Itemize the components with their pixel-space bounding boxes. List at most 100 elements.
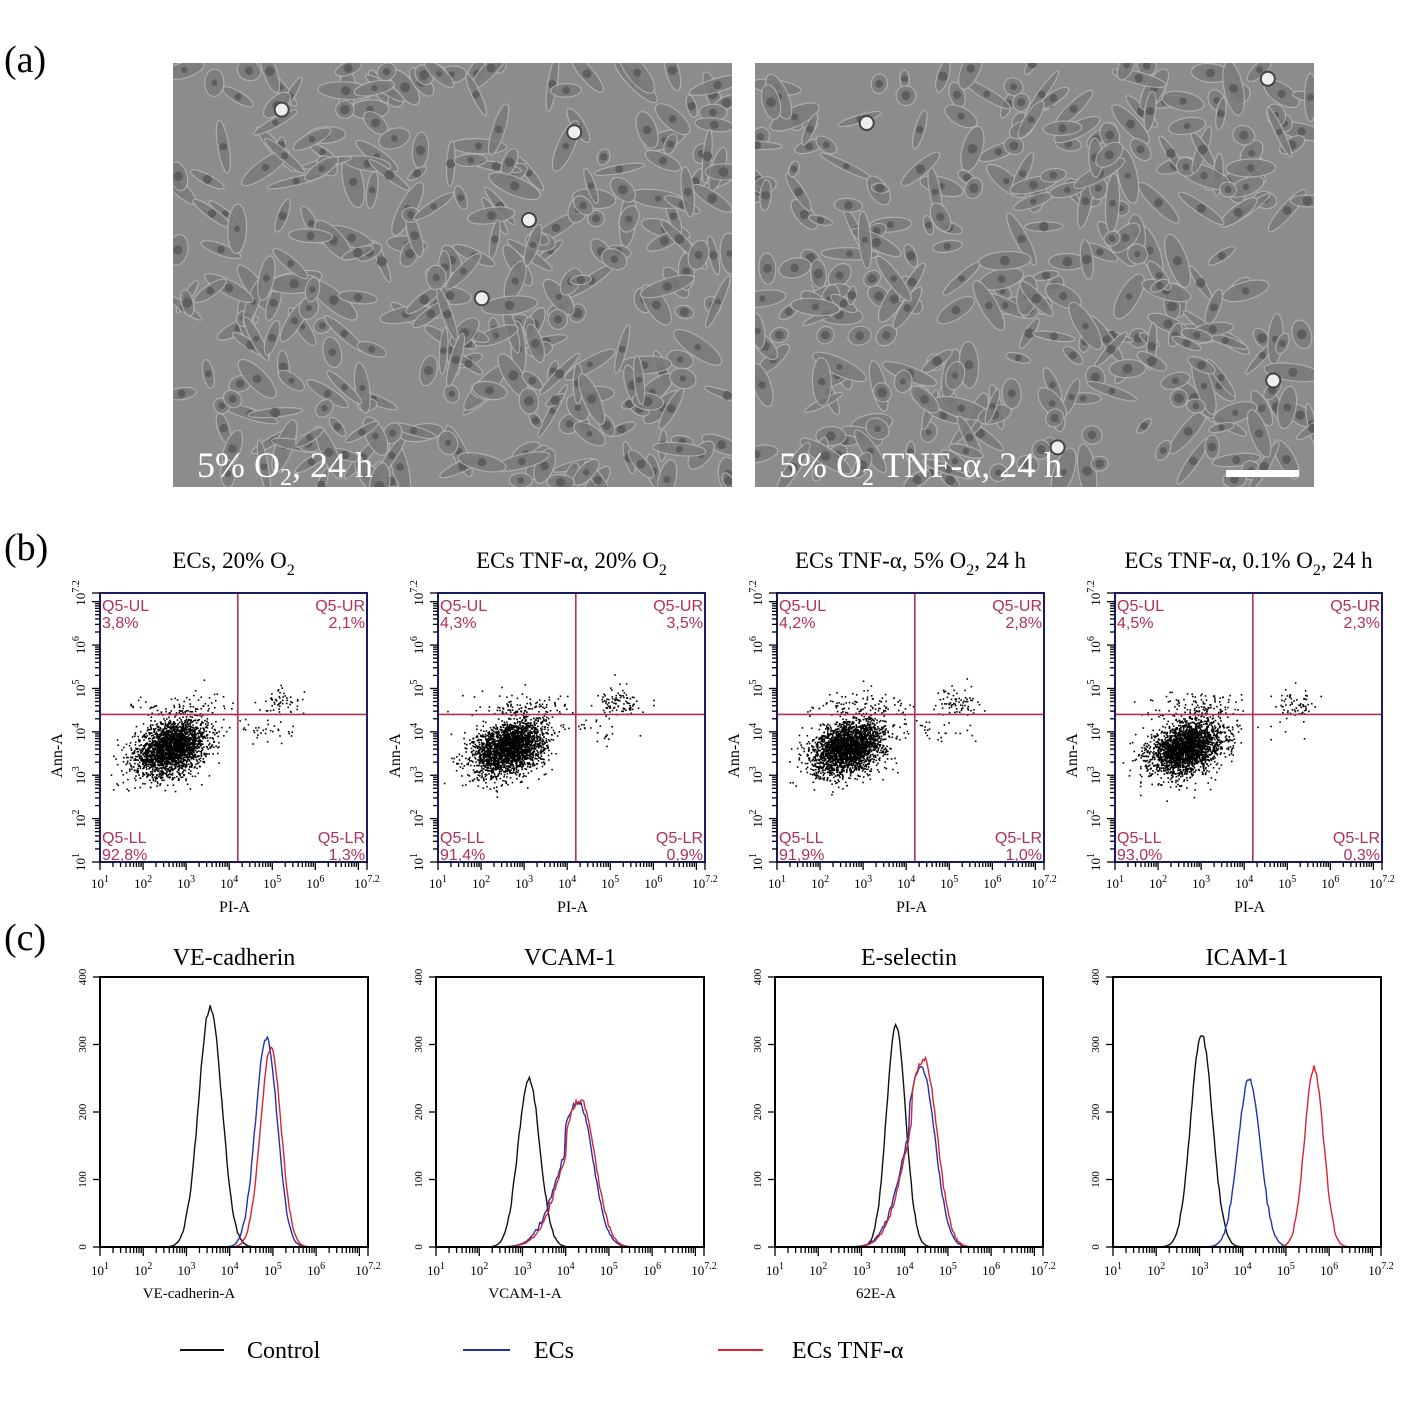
data-point [162, 744, 165, 747]
data-point [145, 701, 147, 703]
data-point [239, 720, 241, 722]
cell-nucleus [714, 298, 721, 305]
data-point [174, 760, 176, 762]
cell-nucleus [1049, 332, 1058, 341]
data-point [182, 712, 184, 714]
data-point [130, 747, 132, 750]
data-point [131, 766, 133, 768]
x-tick-label: 104 [220, 874, 238, 891]
cell-nucleus [726, 250, 732, 257]
micrograph: 5% O2, 24 h [173, 63, 732, 491]
y-tick-label: 103 [71, 766, 88, 784]
data-point [172, 735, 175, 738]
cell-nucleus [444, 439, 452, 447]
cell-nucleus [615, 165, 624, 174]
cell-nucleus [1239, 130, 1249, 140]
cell-nucleus [494, 125, 503, 134]
data-point [183, 773, 185, 776]
quadrant-value: 3,8% [102, 615, 138, 632]
data-point [168, 751, 170, 753]
data-point [184, 710, 186, 713]
data-point [173, 706, 176, 709]
data-point [192, 748, 195, 751]
data-point [273, 725, 276, 727]
cell-nucleus [901, 75, 908, 83]
data-point [134, 735, 136, 737]
data-point [178, 758, 180, 760]
cell-nucleus [687, 102, 696, 111]
data-point [207, 709, 209, 712]
data-point [142, 761, 144, 763]
data-point [198, 729, 200, 732]
label-subscript: 2 [862, 465, 874, 491]
data-point [213, 733, 216, 736]
cell-nucleus [491, 162, 501, 171]
data-point [212, 753, 215, 755]
data-point [168, 749, 170, 751]
cell-nucleus [457, 194, 465, 202]
data-point [172, 733, 175, 736]
cell-nucleus [1155, 272, 1163, 280]
data-point [149, 771, 152, 773]
data-point [192, 736, 195, 738]
data-point [485, 778, 487, 781]
tick-base: 10 [73, 728, 88, 741]
data-point [185, 710, 188, 712]
data-point [168, 726, 171, 729]
cell-nucleus [1081, 197, 1090, 206]
cell-nucleus [445, 291, 455, 300]
data-point [192, 724, 194, 726]
label-text: 5% O [197, 445, 280, 485]
data-point [140, 759, 142, 762]
cell-nucleus [759, 295, 766, 302]
data-point [161, 733, 164, 736]
data-point [148, 763, 151, 766]
cell-nucleus [451, 355, 460, 365]
data-point [143, 761, 146, 763]
data-point [165, 733, 167, 735]
cell-nucleus [553, 315, 563, 324]
data-point [143, 739, 145, 741]
cell-nucleus [289, 278, 299, 289]
data-point [169, 776, 171, 778]
data-point [137, 772, 139, 774]
data-point [187, 735, 190, 737]
data-points [443, 674, 655, 798]
cell-nucleus [586, 394, 597, 404]
tick-exponent: 3 [71, 766, 82, 771]
cell-nucleus [1105, 130, 1115, 140]
data-point [208, 708, 210, 710]
data-point [150, 727, 153, 729]
data-point [232, 702, 234, 705]
data-point [194, 719, 197, 722]
data-point [160, 756, 163, 759]
cell-nucleus [847, 290, 857, 300]
data-point [212, 738, 214, 740]
cell-nucleus [352, 247, 363, 258]
data-point [201, 731, 204, 734]
data-point [139, 777, 142, 779]
cell-nucleus [510, 181, 520, 191]
data-point [192, 729, 195, 732]
cell-nucleus [1069, 104, 1078, 113]
data-point [272, 730, 274, 733]
cell-nucleus [1049, 94, 1058, 103]
cell-nucleus [218, 402, 226, 410]
data-point [265, 728, 267, 731]
data-point [152, 779, 155, 782]
data-point [532, 756, 535, 758]
data-point [174, 716, 176, 718]
data-point [171, 731, 174, 733]
data-point [182, 759, 185, 762]
data-point [269, 729, 272, 732]
data-point [112, 789, 115, 791]
data-point [187, 756, 189, 759]
micrograph-label: 5% O2, 24 h [197, 445, 373, 491]
data-point [149, 779, 151, 782]
data-point [168, 716, 170, 719]
data-point [184, 765, 186, 768]
data-point [195, 739, 197, 742]
cell-nucleus [1058, 124, 1067, 133]
data-point [543, 773, 546, 776]
cell-nucleus [1278, 339, 1286, 348]
